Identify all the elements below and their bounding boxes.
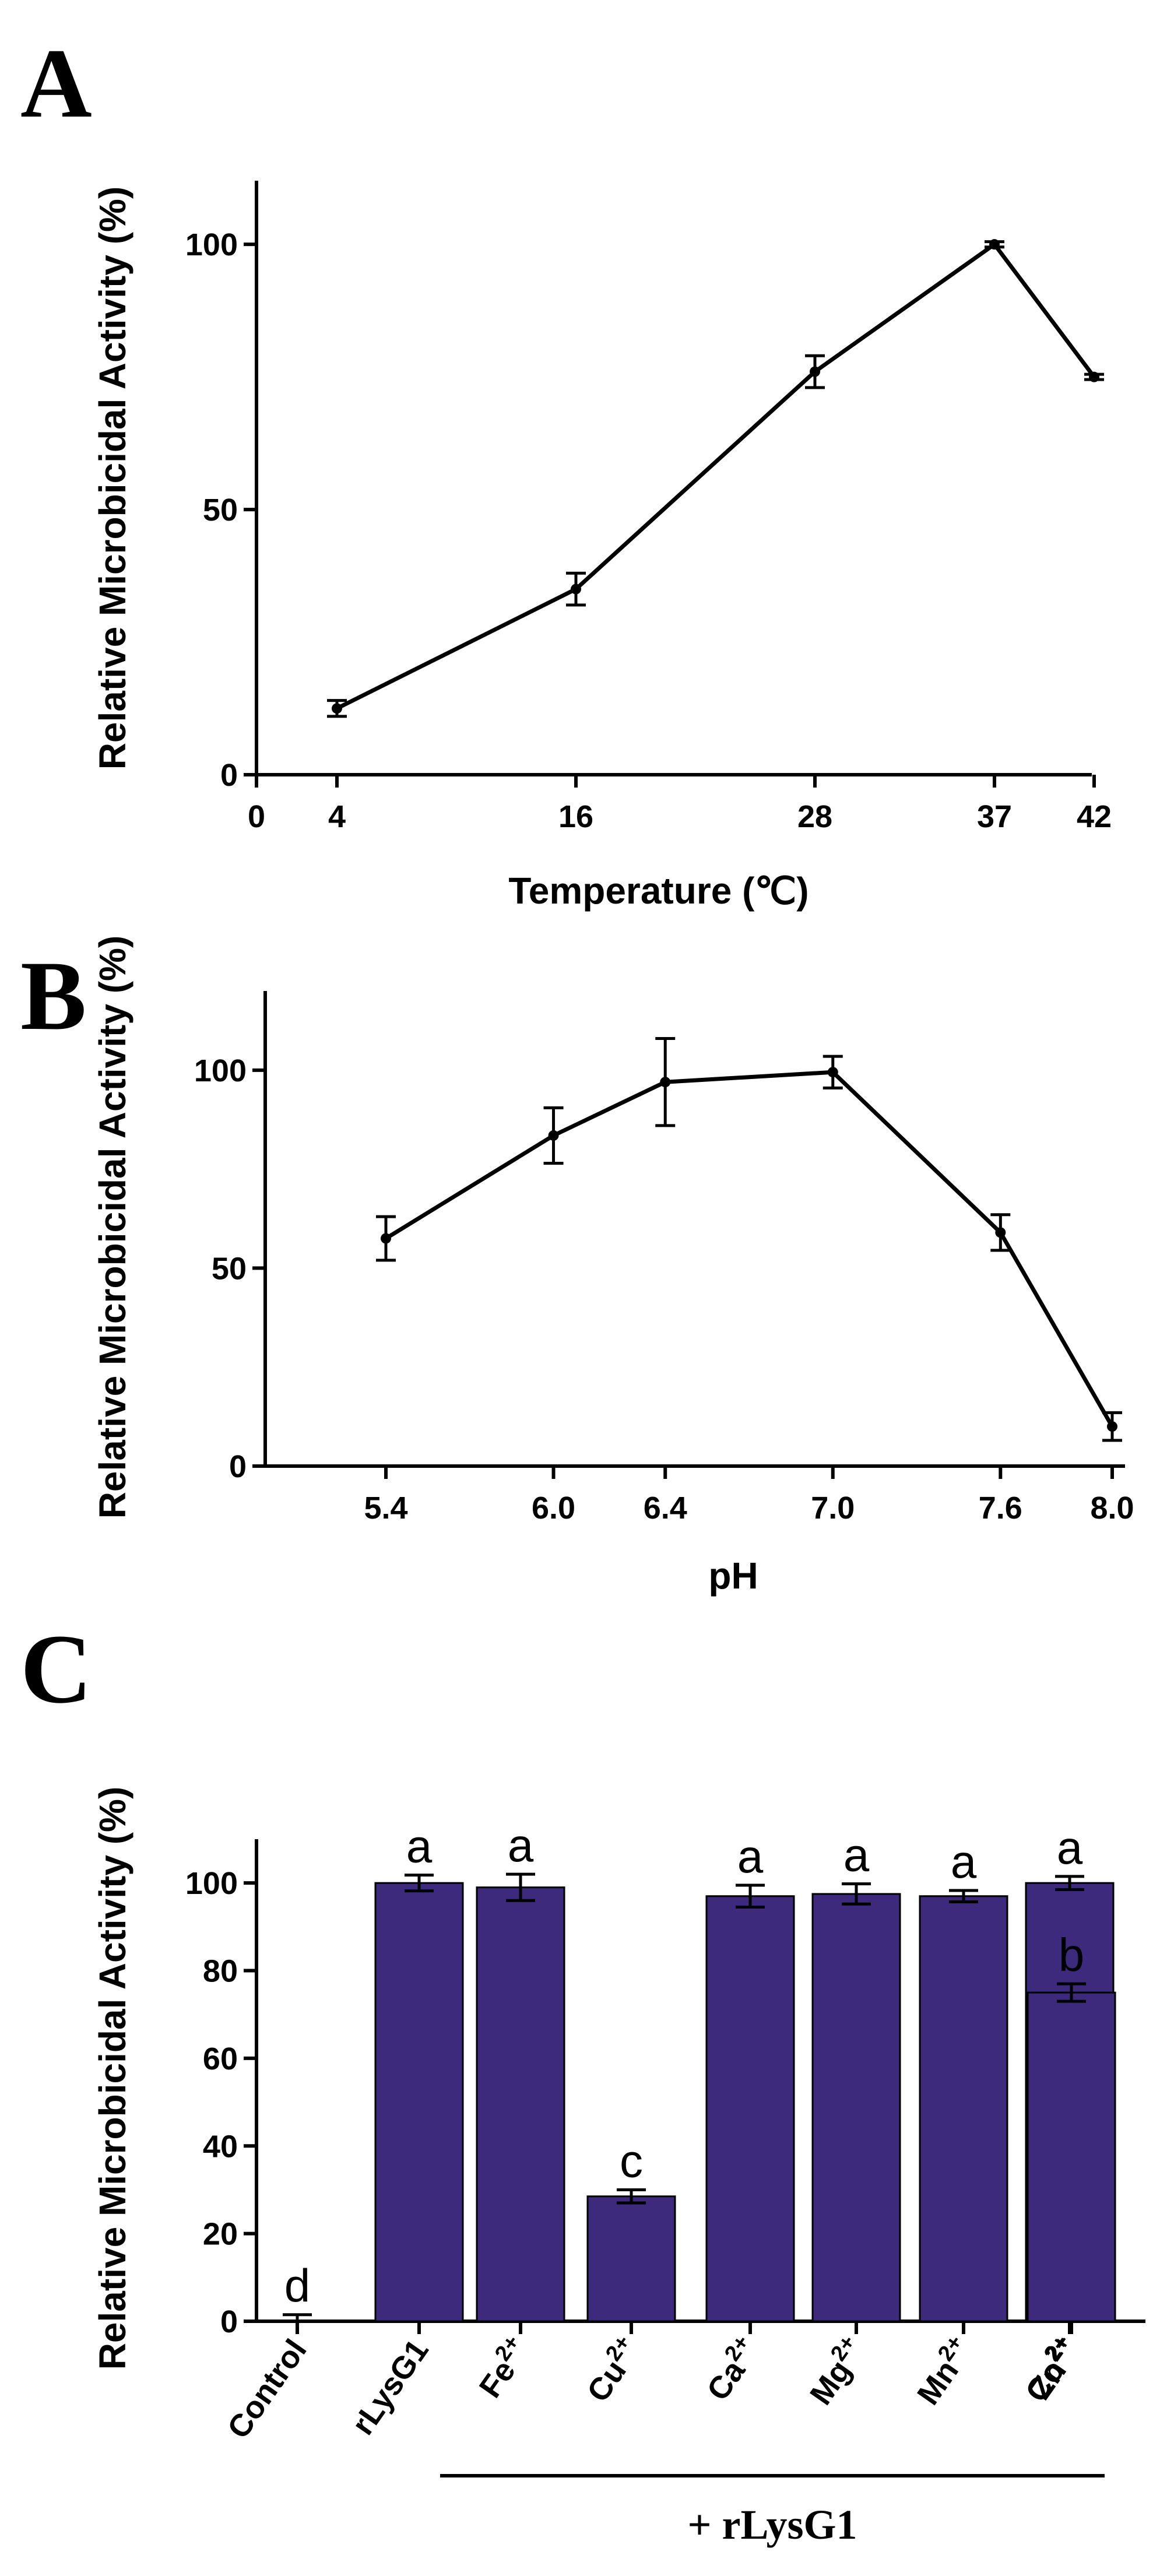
data-point — [1089, 371, 1099, 382]
x-tick-label: Control — [221, 2333, 314, 2445]
x-tick-label: 8.0 — [1090, 1491, 1134, 1526]
y-tick-label: 50 — [212, 1251, 247, 1286]
x-tick-label: 6.4 — [644, 1491, 687, 1526]
x-tick-label: 4 — [328, 799, 346, 834]
y-tick-label: 60 — [203, 2041, 238, 2076]
significance-letter: a — [1057, 1822, 1083, 1874]
x-tick-label: 7.0 — [811, 1491, 855, 1526]
y-tick-label: 100 — [185, 1866, 238, 1901]
panel-a-x-axis-label: Temperature (℃) — [508, 870, 809, 912]
bar — [1027, 1991, 1116, 2322]
bar — [919, 1895, 1008, 2322]
y-tick-label: 80 — [203, 1954, 238, 1989]
y-tick-label: 100 — [194, 1053, 247, 1088]
data-point — [381, 1233, 391, 1244]
x-tick-label: 28 — [797, 799, 832, 834]
panel-c-group-label: + rLysG1 — [687, 2501, 857, 2548]
y-tick-label: 40 — [203, 2129, 238, 2164]
x-tick-label: 16 — [558, 799, 593, 834]
panel-b-y-axis-label: Relative Microbicidal Activity (%) — [92, 936, 133, 1519]
significance-letter: c — [620, 2135, 643, 2187]
data-point — [332, 703, 342, 714]
x-tick-label: Fe2+ — [469, 2331, 537, 2404]
data-point — [827, 1067, 838, 1078]
x-tick-label: 7.6 — [979, 1491, 1022, 1526]
y-tick-label: 100 — [185, 227, 238, 262]
panel-b: B Relative Microbicidal Activity (%) pH … — [20, 936, 1134, 1597]
panel-a-label: A — [20, 29, 92, 138]
x-tick-superscript: 2+ — [720, 2331, 754, 2366]
x-tick-superscript: 2+ — [933, 2331, 968, 2366]
panel-c-y-axis-label: Relative Microbicidal Activity (%) — [92, 1787, 133, 2370]
panel-a-y-axis-label: Relative Microbicidal Activity (%) — [92, 187, 133, 770]
panel-c-label: C — [20, 1614, 92, 1724]
x-tick-superscript: 2+ — [1041, 2331, 1075, 2366]
data-line — [336, 241, 1096, 711]
x-tick-superscript: 2+ — [490, 2331, 525, 2366]
bar — [476, 1886, 565, 2322]
significance-letter: a — [951, 1836, 977, 1888]
panel-b-label: B — [20, 941, 86, 1050]
significance-letter: a — [737, 1830, 764, 1882]
significance-letter: d — [284, 2260, 311, 2312]
significance-letter: b — [1059, 1929, 1085, 1981]
data-point — [571, 584, 581, 595]
y-tick-label: 0 — [220, 2304, 238, 2339]
x-tick-superscript: 2+ — [601, 2331, 635, 2366]
y-tick-label: 20 — [203, 2217, 238, 2252]
significance-letter: a — [406, 1821, 433, 1872]
data-point — [660, 1077, 671, 1088]
data-point — [995, 1227, 1006, 1238]
panel-b-x-axis-label: pH — [708, 1555, 758, 1597]
bar — [811, 1893, 901, 2322]
data-point — [1107, 1421, 1117, 1432]
data-line — [385, 1070, 1115, 1428]
bar — [586, 2195, 676, 2322]
x-tick-label: rLysG1 — [345, 2333, 435, 2441]
x-tick-label: 37 — [977, 799, 1012, 834]
x-tick-label: Mg2+ — [800, 2331, 872, 2411]
panel-c: C Relative Microbicidal Activity (%) + r… — [20, 1614, 1145, 2548]
x-tick-label: Ca2+ — [697, 2331, 767, 2406]
x-tick-label: Cu2+ — [577, 2331, 648, 2408]
x-tick-label: Mn2+ — [907, 2331, 979, 2411]
bar — [705, 1895, 795, 2322]
x-tick-label: 0 — [248, 799, 265, 834]
y-tick-label: 50 — [203, 493, 238, 528]
x-tick-superscript: 2+ — [826, 2331, 860, 2366]
significance-letter: a — [508, 1819, 534, 1871]
bar — [374, 1882, 464, 2322]
y-tick-label: 0 — [220, 758, 238, 793]
y-tick-label: 0 — [229, 1449, 247, 1484]
x-tick-label: 6.0 — [532, 1491, 575, 1526]
x-tick-label: 42 — [1077, 799, 1112, 834]
x-tick-label: 5.4 — [364, 1491, 407, 1526]
data-point — [989, 239, 1000, 250]
panel-a: A Relative Microbicidal Activity (%) Tem… — [20, 29, 1112, 912]
significance-letter: a — [843, 1829, 870, 1881]
data-point — [548, 1130, 559, 1141]
data-point — [810, 366, 820, 377]
